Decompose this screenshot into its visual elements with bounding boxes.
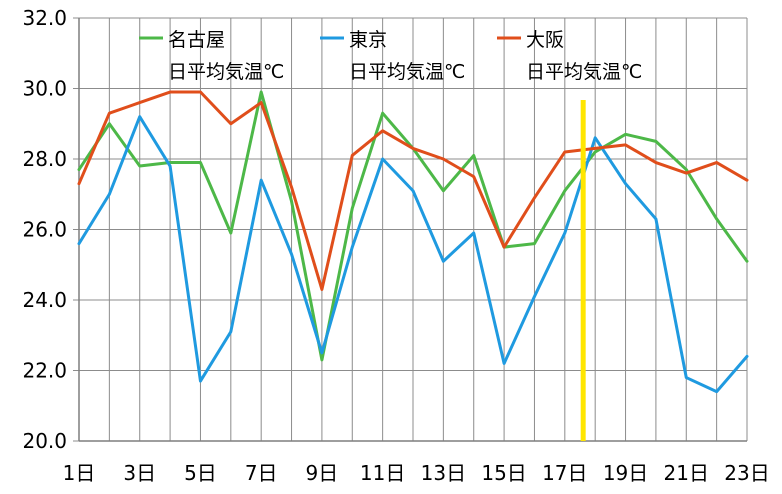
y-tick-label: 28.0 [22, 147, 67, 171]
series-line-2 [77, 115, 749, 394]
x-tick-label: 23日 [724, 461, 769, 485]
x-tick-label: 13日 [421, 461, 466, 485]
legend-label-unit: 日平均気温℃ [349, 61, 465, 83]
legend-label: 名古屋 [168, 29, 225, 51]
x-tick-label: 5日 [184, 461, 217, 485]
legend-label-unit: 日平均気温℃ [526, 61, 642, 83]
series-lines [77, 90, 749, 394]
legend-label-unit: 日平均気温℃ [168, 61, 284, 83]
x-tick-label: 15日 [481, 461, 526, 485]
tick-labels: 20.0 22.0 24.0 26.0 28.0 30.0 32.0 1日 3日 5日 7日 9日 11… [22, 6, 769, 485]
y-tick-label: 32.0 [22, 6, 67, 30]
grid [73, 17, 748, 442]
x-tick-label: 7日 [245, 461, 278, 485]
series-line-3 [77, 90, 749, 291]
y-tick-label: 20.0 [22, 429, 67, 453]
legend-label: 大阪 [526, 29, 564, 51]
x-tick-label: 17日 [542, 461, 587, 485]
x-tick-label: 21日 [664, 461, 709, 485]
x-tick-label: 19日 [603, 461, 648, 485]
x-tick-label: 3日 [123, 461, 156, 485]
x-tick-label: 11日 [360, 461, 405, 485]
x-tick-label: 1日 [63, 461, 96, 485]
legend-label: 東京 [349, 29, 387, 51]
x-tick-label: 9日 [306, 461, 339, 485]
y-tick-label: 24.0 [22, 288, 67, 312]
axes [78, 18, 747, 442]
y-tick-label: 30.0 [22, 77, 67, 101]
y-tick-label: 26.0 [22, 218, 67, 242]
y-tick-label: 22.0 [22, 359, 67, 383]
